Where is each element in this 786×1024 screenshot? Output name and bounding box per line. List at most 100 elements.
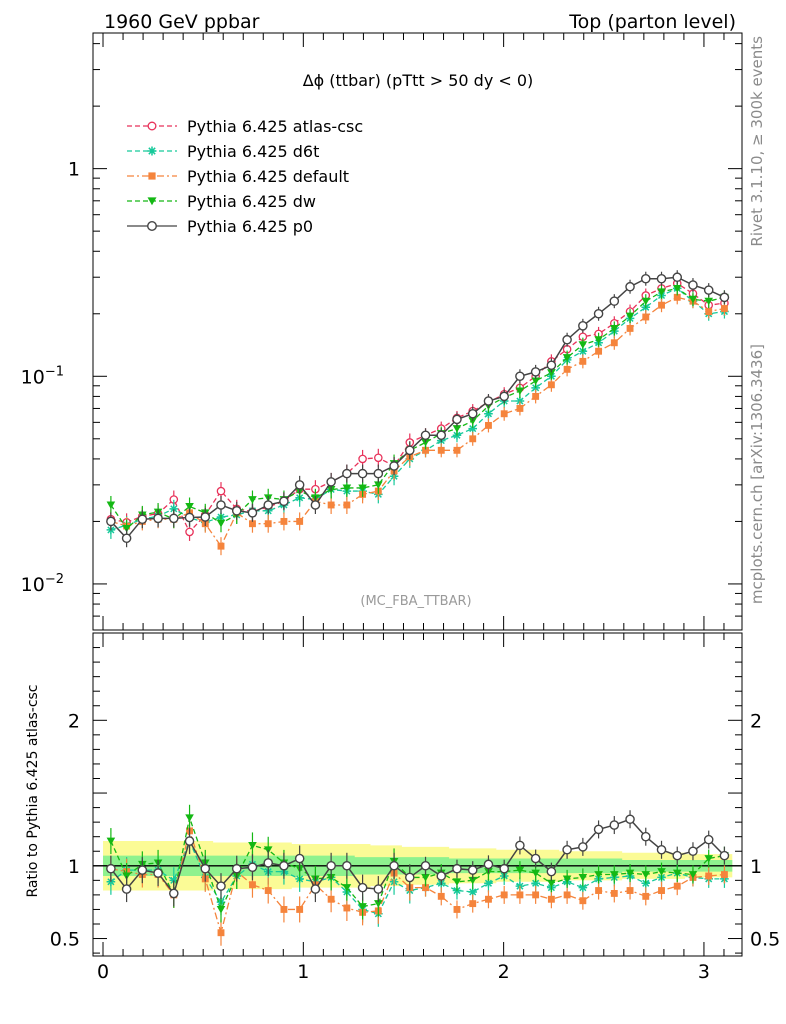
marker-dw — [641, 297, 651, 306]
marker-dw — [547, 369, 556, 377]
marker-dw — [578, 873, 588, 882]
x-tick-label: 3 — [698, 961, 710, 983]
marker-p0 — [420, 861, 431, 871]
marker-dw — [578, 341, 588, 349]
marker-p0 — [216, 881, 226, 891]
legend-label: Pythia 6.425 dw — [187, 192, 316, 211]
marker-dw — [704, 297, 714, 306]
marker-atlas-csc — [185, 527, 194, 537]
y-tick-label: 10−2 — [21, 572, 64, 596]
ratio-y-tick-label-right: 0.5 — [750, 929, 780, 951]
rivet-version-label: Rivet 3.1.10, ≥ 300k events — [748, 36, 766, 247]
marker-p0 — [530, 853, 541, 864]
marker-p0 — [184, 836, 195, 846]
ratio-y-tick-label-right: 1 — [750, 856, 762, 878]
marker-dw — [672, 284, 682, 293]
marker-p0 — [640, 831, 651, 842]
tick-base: 10 — [21, 366, 45, 388]
marker-p0 — [121, 884, 132, 894]
marker-dw — [672, 869, 682, 878]
marker-default — [296, 906, 304, 913]
y-tick-label: 10−1 — [21, 364, 64, 388]
main-axes: 1 10−1 10−2 — [21, 33, 742, 631]
marker-p0 — [499, 863, 509, 874]
marker-dw — [248, 496, 257, 504]
marker-p0 — [231, 506, 242, 516]
marker-default — [343, 904, 351, 912]
marker-default — [217, 929, 225, 937]
marker-default — [485, 421, 492, 429]
series-dw — [106, 281, 729, 538]
main-plot-panel: 110−110−2 Δϕ (ttbar) (pTtt > 50 dy < 0) … — [21, 32, 743, 631]
ratio-y-tick-label: 2 — [68, 710, 80, 732]
marker-p0 — [342, 861, 352, 871]
series-line — [110, 296, 725, 548]
marker-dw — [657, 868, 666, 876]
marker-d6t — [484, 878, 493, 888]
marker-p0 — [326, 861, 336, 871]
ratio-y-axis-label: Ratio to Pythia 6.425 atlas-csc — [25, 684, 41, 897]
marker-d6t — [468, 424, 478, 433]
marker-p0 — [200, 512, 211, 522]
marker-default — [658, 301, 665, 309]
ratio-y-tick-label-right: 2 — [750, 710, 762, 732]
marker-p0 — [593, 308, 604, 319]
marker-default — [485, 895, 492, 903]
y-tick-label: 1 — [68, 159, 80, 181]
marker-default — [327, 895, 335, 903]
marker-dw — [531, 869, 540, 878]
marker-default — [610, 339, 618, 347]
legend-label: Pythia 6.425 atlas-csc — [187, 117, 363, 136]
x-tick-label: 2 — [498, 961, 510, 983]
marker-default — [453, 906, 461, 913]
marker-atlas-csc — [216, 486, 226, 496]
marker-p0 — [231, 863, 242, 874]
marker-p0 — [342, 468, 352, 479]
marker-p0 — [436, 871, 447, 881]
marker-p0 — [310, 500, 321, 510]
marker-default — [500, 891, 508, 899]
marker-p0 — [467, 865, 478, 875]
marker-p0 — [216, 500, 226, 510]
marker-p0 — [703, 834, 714, 845]
marker-p0 — [625, 814, 635, 825]
marker-p0 — [294, 853, 305, 864]
series-line — [110, 276, 725, 540]
marker-dw — [562, 875, 572, 883]
marker-default — [469, 435, 477, 443]
marker-p0 — [106, 863, 116, 874]
marker-default — [595, 887, 603, 894]
marker-default — [469, 900, 477, 908]
marker-p0 — [247, 508, 258, 518]
series-line — [110, 282, 725, 534]
marker-d6t — [106, 877, 116, 887]
marker-default — [264, 520, 272, 528]
legend-entry-atlas-csc: Pythia 6.425 atlas-csc — [127, 117, 363, 136]
marker-p0 — [467, 408, 478, 419]
marker-dw — [452, 425, 462, 433]
marker-dw — [374, 900, 383, 908]
mcplots-label: mcplots.cern.ch [arXiv:1306.3436] — [748, 344, 766, 604]
marker-p0 — [294, 480, 305, 490]
marker-p0 — [546, 866, 557, 877]
marker-p0 — [169, 513, 179, 524]
marker-p0 — [310, 884, 321, 894]
marker-default — [642, 892, 650, 900]
marker-p0 — [688, 280, 698, 290]
marker-p0 — [483, 396, 494, 406]
marker-default — [610, 889, 618, 897]
marker-p0 — [147, 221, 157, 231]
marker-default — [437, 892, 445, 900]
ratio-plot-frame — [92, 632, 743, 957]
marker-p0 — [483, 859, 494, 870]
marker-p0 — [357, 468, 368, 479]
ratio-series-line — [110, 818, 725, 896]
marker-p0 — [452, 414, 462, 425]
marker-default — [720, 305, 728, 312]
marker-dw — [515, 866, 525, 875]
marker-default — [516, 405, 524, 412]
tick-exponent: −1 — [45, 364, 64, 379]
marker-dw — [547, 879, 556, 888]
marker-default — [579, 897, 587, 905]
marker-p0 — [357, 882, 368, 893]
